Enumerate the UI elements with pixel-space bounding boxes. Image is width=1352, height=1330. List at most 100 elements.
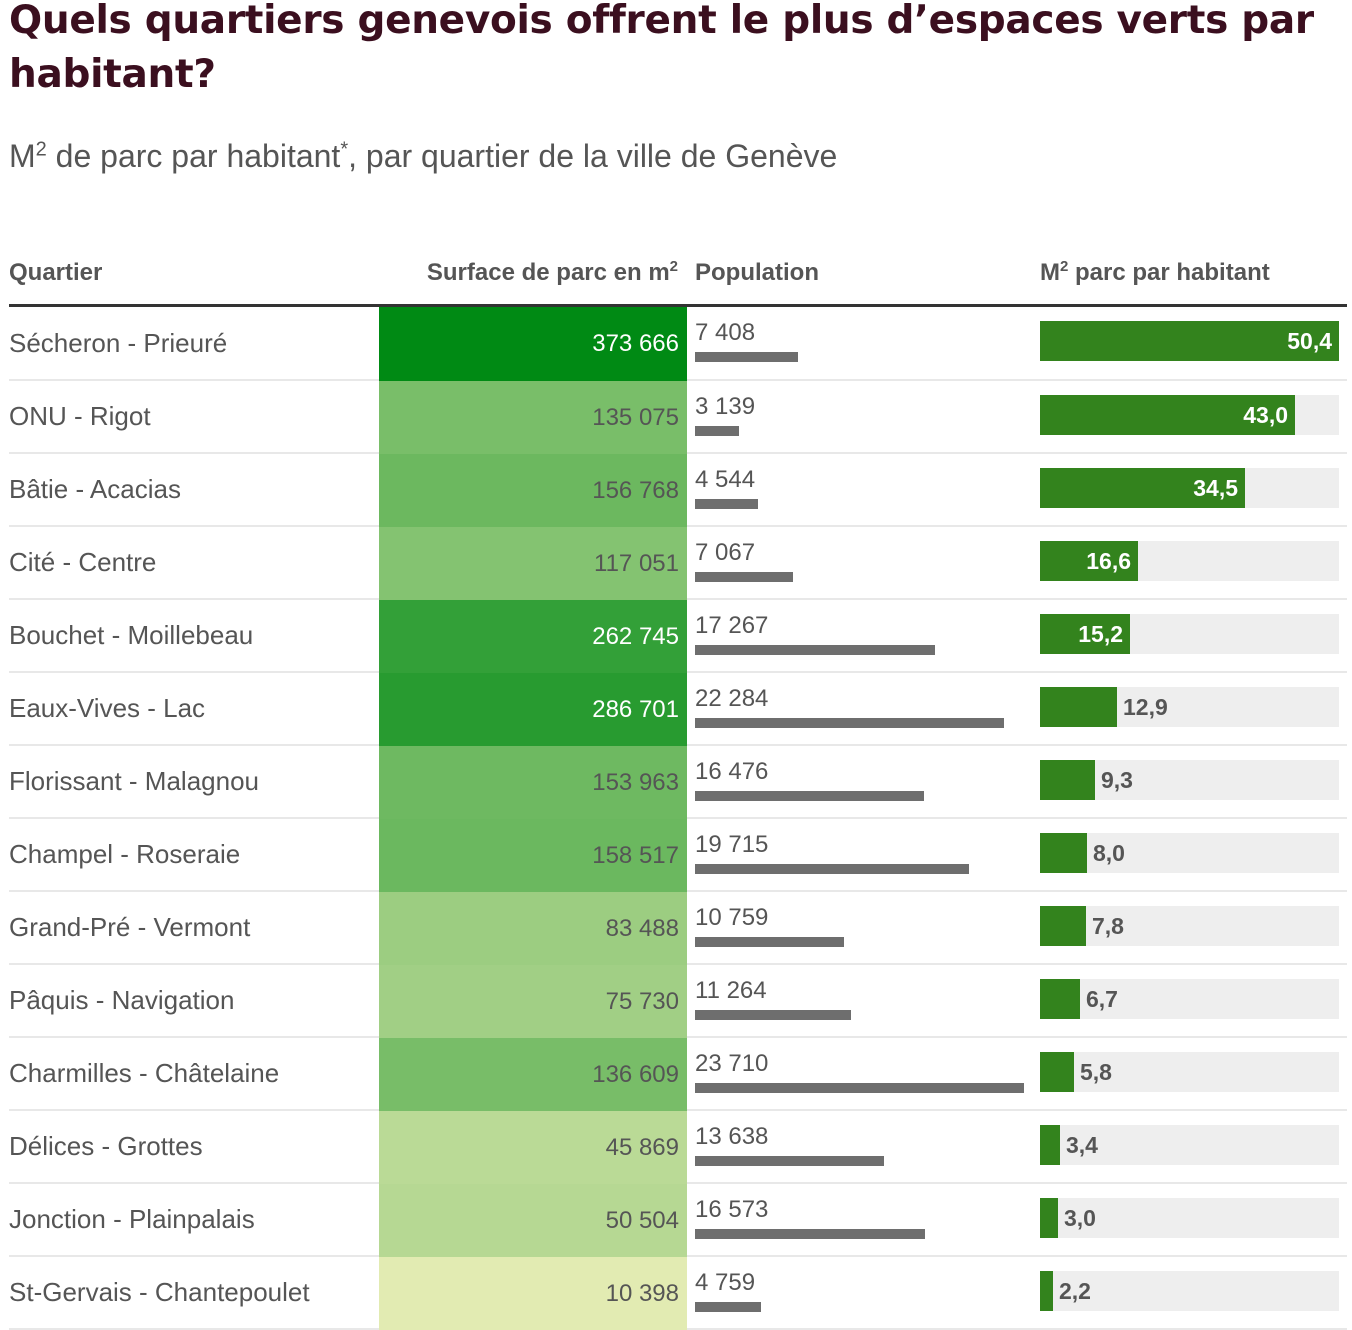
quartier-label: Bouchet - Moillebeau [9,620,254,650]
ratio-label: 43,0 [1243,402,1288,428]
surface-cell: 373 666 [379,307,687,381]
table-row: Cité - Centre 117 051 7 067 16,6 [9,527,1347,600]
surface-cell: 45 869 [379,1111,687,1184]
data-table: Quartier Surface de parc en m2 Populatio… [9,248,1347,1330]
population-bar [695,791,924,801]
ratio-bar [1040,468,1245,508]
surface-cell: 135 075 [379,381,687,454]
ratio-bar [1040,687,1117,727]
header-surface-superscript: 2 [669,258,678,275]
ratio-bar [1040,1052,1074,1092]
table-row: Eaux-Vives - Lac 286 701 22 284 12,9 [9,673,1347,746]
population-value: 23 710 [695,1050,769,1077]
surface-cell: 117 051 [379,527,687,600]
surface-cell: 153 963 [379,746,687,819]
chart-title: Quels quartiers genevois offrent le plus… [9,0,1314,97]
header-population: Population [695,259,819,286]
population-bar [695,1010,851,1020]
surface-cell: 75 730 [379,965,687,1038]
population-value: 7 408 [695,319,756,346]
population-value: 19 715 [695,831,769,858]
quartier-label: Bâtie - Acacias [9,474,181,504]
ratio-bar [1040,979,1080,1019]
chart-subtitle: M2 de parc par habitant*, par quartier d… [9,134,837,178]
surface-cell: 262 745 [379,600,687,673]
ratio-track: 5,8 [1040,1052,1339,1092]
ratio-track: 7,8 [1040,906,1339,946]
subtitle-suffix: , par quartier de la ville de Genève [348,138,838,174]
ratio-track: 34,5 [1040,468,1339,508]
table-row: Délices - Grottes 45 869 13 638 3,4 [9,1111,1347,1184]
quartier-label: Grand-Pré - Vermont [9,912,251,942]
header-ratio-prefix: M [1040,259,1060,286]
table-row: Grand-Pré - Vermont 83 488 10 759 7,8 [9,892,1347,965]
surface-cell: 50 504 [379,1184,687,1257]
ratio-track: 43,0 [1040,395,1339,435]
header-ratio-label: parc par habitant [1068,259,1270,286]
quartier-label: Charmilles - Châtelaine [9,1058,280,1088]
header-surface: Surface de parc en m2 [427,258,678,288]
quartier-label: Jonction - Plainpalais [9,1204,255,1234]
ratio-bar [1040,1198,1058,1238]
table-body: Sécheron - Prieuré 373 666 7 408 50,4 ONU - … [9,307,1347,1330]
ratio-bar [1040,321,1339,361]
quartier-label: ONU - Rigot [9,401,151,431]
table-row: Bouchet - Moillebeau 262 745 17 267 15,2 [9,600,1347,673]
ratio-track: 16,6 [1040,541,1339,581]
ratio-label: 3,0 [1064,1205,1096,1231]
ratio-track: 12,9 [1040,687,1339,727]
quartier-label: Champel - Roseraie [9,839,241,869]
population-value: 4 759 [695,1269,756,1296]
ratio-label: 16,6 [1086,548,1131,574]
table-row: Champel - Roseraie 158 517 19 715 8,0 [9,819,1347,892]
population-value: 3 139 [695,393,756,420]
ratio-track: 50,4 [1040,321,1339,361]
table-row: ONU - Rigot 135 075 3 139 43,0 [9,381,1347,454]
population-value: 17 267 [695,612,769,639]
surface-cell: 136 609 [379,1038,687,1111]
population-value: 13 638 [695,1123,769,1150]
surface-cell: 156 768 [379,454,687,527]
quartier-label: Pâquis - Navigation [9,985,235,1015]
population-bar [695,718,1004,728]
table-row: Jonction - Plainpalais 50 504 16 573 3,0 [9,1184,1347,1257]
table-header: Quartier Surface de parc en m2 Populatio… [9,248,1347,307]
header-ratio: M2 parc par habitant [1040,258,1270,288]
population-bar [695,352,798,362]
population-bar [695,864,969,874]
ratio-label: 8,0 [1093,840,1125,866]
population-bar [695,1156,884,1166]
subtitle-footnote-marker: * [340,138,349,161]
surface-cell: 286 701 [379,673,687,746]
ratio-bar [1040,760,1095,800]
ratio-label: 2,2 [1059,1278,1091,1304]
quartier-label: Florissant - Malagnou [9,766,259,796]
ratio-label: 5,8 [1080,1059,1112,1085]
ratio-track: 3,0 [1040,1198,1339,1238]
table-row: Florissant - Malagnou 153 963 16 476 9,3 [9,746,1347,819]
population-value: 7 067 [695,539,756,566]
table-row: Bâtie - Acacias 156 768 4 544 34,5 [9,454,1347,527]
surface-cell: 158 517 [379,819,687,892]
ratio-track: 3,4 [1040,1125,1339,1165]
subtitle-prefix: M [9,138,36,174]
population-value: 11 264 [695,977,767,1004]
table-row: Pâquis - Navigation 75 730 11 264 6,7 [9,965,1347,1038]
ratio-bar [1040,541,1138,581]
ratio-label: 7,8 [1092,913,1124,939]
population-bar [695,1229,925,1239]
subtitle-superscript: 2 [35,138,47,161]
population-bar [695,937,844,947]
ratio-track: 2,2 [1040,1271,1339,1311]
subtitle-text: de parc par habitant [46,138,341,174]
header-ratio-superscript: 2 [1060,258,1069,275]
table-row: Charmilles - Châtelaine 136 609 23 710 5,8 [9,1038,1347,1111]
ratio-label: 15,2 [1078,621,1123,647]
ratio-bar [1040,395,1295,435]
population-bar [695,572,793,582]
ratio-track: 9,3 [1040,760,1339,800]
surface-cell: 83 488 [379,892,687,965]
ratio-label: 9,3 [1101,767,1133,793]
header-quartier: Quartier [9,259,103,286]
ratio-track: 6,7 [1040,979,1339,1019]
